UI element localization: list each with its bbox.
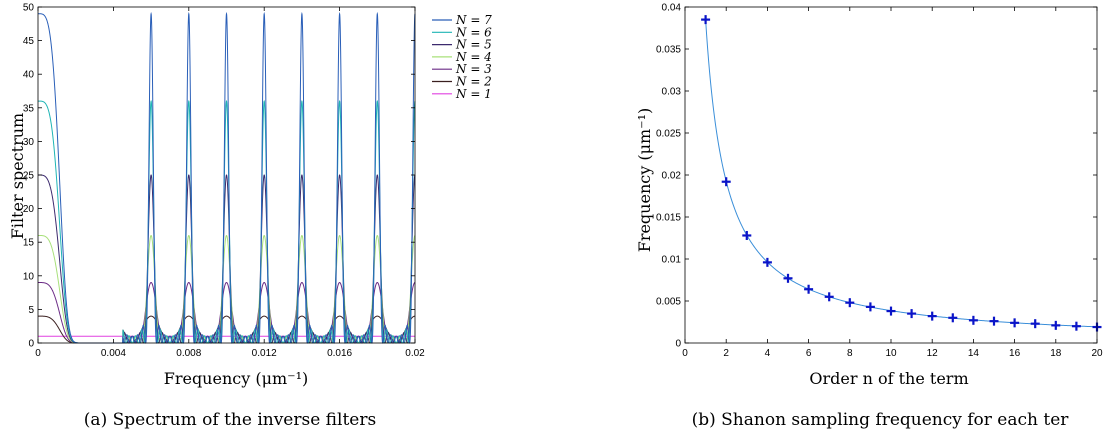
data-point-marker <box>1030 319 1040 329</box>
panel-b-x-tick-label: 6 <box>806 348 812 359</box>
panel-a-y-tick-label: 0 <box>28 339 34 350</box>
panel-a-x-tick-label: 0.012 <box>252 348 277 359</box>
data-point-marker <box>721 177 731 187</box>
data-point-marker <box>865 302 875 312</box>
series-line-n2 <box>38 315 415 344</box>
panel-a-y-axis-label: Filter spectrum <box>8 113 27 239</box>
sampling-frequency-curve <box>705 19 1098 328</box>
panel-a-y-tick-label: 25 <box>23 171 35 182</box>
panel-b-y-tick-label: 0.035 <box>656 45 681 56</box>
panel-a-plot-area <box>38 11 416 344</box>
data-point-marker <box>845 298 855 308</box>
panel-b-y-tick-label: 0.02 <box>662 171 682 182</box>
legend-label-n5: N = 5 <box>455 38 492 52</box>
panel-b-x-tick-label: 10 <box>885 348 897 359</box>
series-line-n5 <box>38 174 416 344</box>
panel-b-y-tick-label: 0.01 <box>662 255 682 266</box>
panel-a: 0 5 10 15 20 25 30 35 40 45 50 0 0.004 0.008 0.012 0.0… <box>8 3 492 431</box>
data-point-marker <box>989 316 999 326</box>
panel-b-x-tick-label: 18 <box>1050 348 1062 359</box>
panel-b-caption: (b) Shanon sampling frequency for each t… <box>692 410 1070 430</box>
panel-a-y-tick-label: 40 <box>23 70 35 81</box>
panel-b-x-tick-label: 4 <box>765 348 771 359</box>
data-point-marker <box>804 284 814 294</box>
data-point-marker <box>1051 320 1061 330</box>
panel-b-x-tick-label: 14 <box>968 348 980 359</box>
panel-a-y-tick-label: 5 <box>28 305 34 316</box>
panel-a-x-tick-label: 0.004 <box>101 348 126 359</box>
panel-a-axes-box <box>37 6 416 344</box>
series-line-n4 <box>38 234 416 344</box>
panel-b-y-tick-label: 0.015 <box>656 213 681 224</box>
legend-label-n1: N = 1 <box>455 87 492 101</box>
series-line-n7 <box>38 11 416 344</box>
legend-label-n3: N = 3 <box>455 62 492 76</box>
panel-b-x-axis-label: Order n of the term <box>809 369 968 388</box>
panel-b-x-tick-label: 16 <box>1009 348 1021 359</box>
data-point-marker <box>1010 318 1020 328</box>
panel-b-x-tick-label: 12 <box>927 348 939 359</box>
legend-label-n6: N = 6 <box>455 25 492 39</box>
panel-b-y-tick-label: 0.03 <box>662 87 682 98</box>
panel-b-plot-area <box>701 15 1102 332</box>
data-point-marker <box>762 257 772 267</box>
panel-a-y-tick-label: 15 <box>23 238 35 249</box>
data-point-marker <box>1071 321 1081 331</box>
legend-label-n2: N = 2 <box>455 75 492 89</box>
panel-a-x-tick-label: 0.016 <box>327 348 352 359</box>
data-point-marker <box>948 313 958 323</box>
panel-a-caption: (a) Spectrum of the inverse filters <box>84 410 376 430</box>
series-line-n3 <box>38 282 416 344</box>
data-point-marker <box>824 292 834 302</box>
panel-b-y-tick-label: 0 <box>675 339 681 350</box>
panel-a-legend: N = 7N = 6N = 5N = 4N = 3N = 2N = 1 <box>432 13 492 101</box>
panel-b-x-tick-label: 0 <box>682 348 688 359</box>
series-line-n6 <box>38 100 416 344</box>
data-point-marker <box>927 311 937 321</box>
panel-a-y-ticks: 0 5 10 15 20 25 30 35 40 45 50 <box>23 3 415 350</box>
panel-b-y-tick-label: 0.025 <box>656 129 681 140</box>
legend-label-n7: N = 7 <box>455 13 492 27</box>
panel-b-y-tick-label: 0.005 <box>656 297 681 308</box>
data-point-marker <box>968 315 978 325</box>
panel-a-y-tick-label: 50 <box>23 3 35 14</box>
panel-a-y-tick-label: 35 <box>23 103 35 114</box>
legend-label-n4: N = 4 <box>455 50 492 64</box>
data-point-marker <box>907 309 917 319</box>
panel-b-x-tick-label: 8 <box>847 348 853 359</box>
panel-a-x-axis-label: Frequency (μm⁻¹) <box>164 369 309 388</box>
data-point-marker <box>742 230 752 240</box>
panel-a-x-tick-label: 0.02 <box>405 348 425 359</box>
data-point-marker <box>886 306 896 316</box>
panel-b-axes-box <box>684 6 1098 344</box>
panel-a-y-tick-label: 45 <box>23 36 35 47</box>
panel-b-x-ticks: 0 2 4 6 8 10 12 14 16 18 20 <box>682 7 1103 359</box>
data-point-marker <box>783 273 793 283</box>
panel-b-y-ticks: 0 0.005 0.01 0.015 0.02 0.025 0.03 0.035 0.04 <box>656 3 1097 350</box>
data-point-marker <box>701 15 711 25</box>
panel-b: 0 0.005 0.01 0.015 0.02 0.025 0.03 0.035 0.04 0 2… <box>635 3 1103 431</box>
panel-b-y-tick-label: 0.04 <box>662 3 682 14</box>
panel-a-y-tick-label: 30 <box>23 137 35 148</box>
panel-b-x-tick-label: 20 <box>1091 348 1103 359</box>
panel-a-x-tick-label: 0.008 <box>176 348 201 359</box>
panel-a-y-tick-label: 10 <box>23 271 35 282</box>
panel-a-y-tick-label: 20 <box>23 204 35 215</box>
panel-a-x-tick-label: 0 <box>35 348 41 359</box>
panel-b-y-axis-label: Frequency (μm⁻¹) <box>635 108 654 253</box>
panel-b-x-tick-label: 2 <box>723 348 729 359</box>
